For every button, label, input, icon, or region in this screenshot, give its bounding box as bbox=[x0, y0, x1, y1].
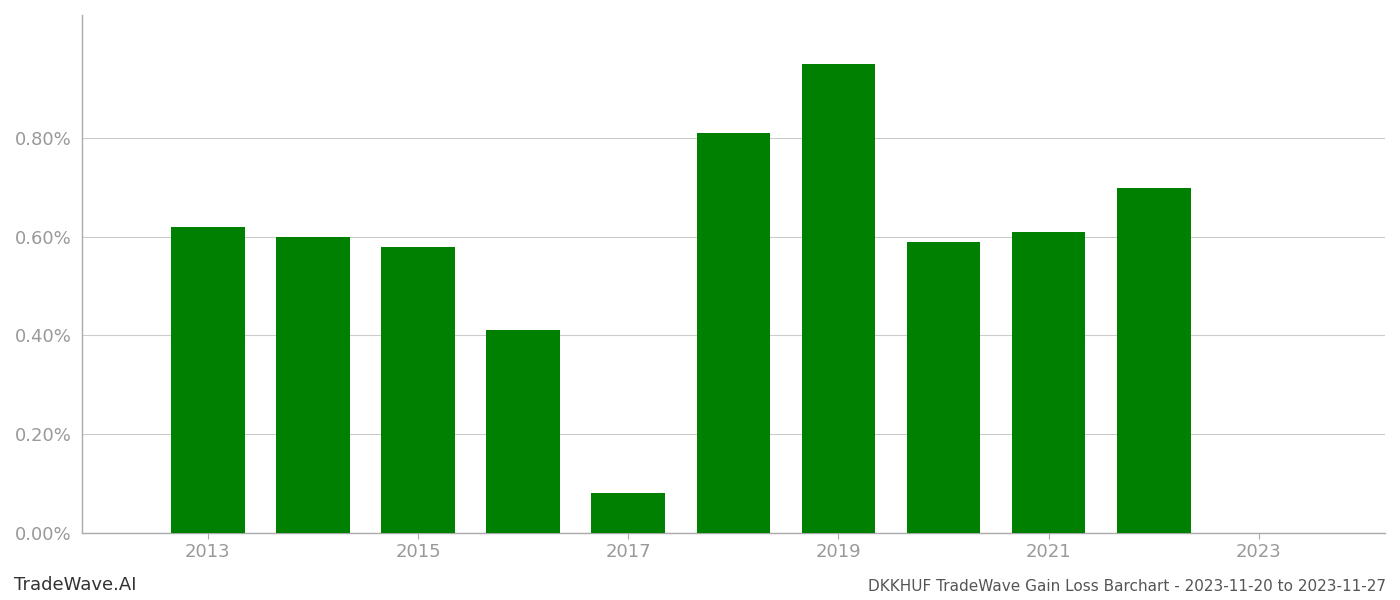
Bar bbox=[1012, 232, 1085, 533]
Bar bbox=[907, 242, 980, 533]
Text: DKKHUF TradeWave Gain Loss Barchart - 2023-11-20 to 2023-11-27: DKKHUF TradeWave Gain Loss Barchart - 20… bbox=[868, 579, 1386, 594]
Text: TradeWave.AI: TradeWave.AI bbox=[14, 576, 137, 594]
Bar bbox=[381, 247, 455, 533]
Bar bbox=[802, 64, 875, 533]
Bar bbox=[276, 237, 350, 533]
Bar bbox=[486, 331, 560, 533]
Bar bbox=[171, 227, 245, 533]
Bar bbox=[697, 133, 770, 533]
Bar bbox=[1117, 188, 1190, 533]
Bar bbox=[591, 493, 665, 533]
